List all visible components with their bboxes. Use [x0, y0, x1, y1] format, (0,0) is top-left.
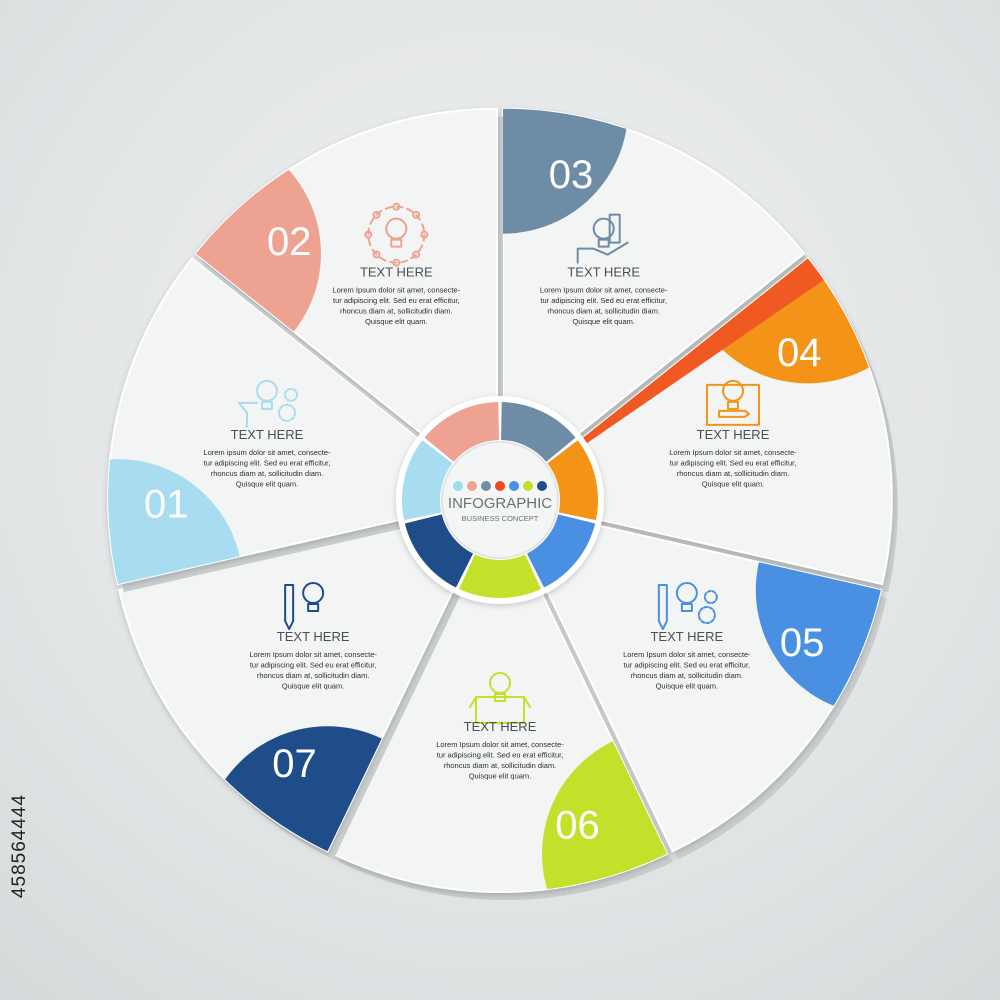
segment-body-line: Quisque elit quam. — [365, 317, 428, 326]
color-dot — [537, 481, 547, 491]
hub-segment-03 — [501, 402, 576, 462]
segment-title: TEXT HERE — [464, 719, 537, 734]
segment-title: TEXT HERE — [277, 629, 350, 644]
segment-body-line: Quisque elit quam. — [236, 479, 299, 488]
segment-body-line: rhoncus diam at, sollicitudin diam. — [677, 469, 790, 478]
number-tab — [108, 459, 243, 585]
segment-body-line: Lorem Ipsum dolor sit amet, consecte- — [249, 650, 377, 659]
hand-with-buildings-icon — [576, 213, 629, 264]
color-dot — [495, 481, 505, 491]
color-dot — [467, 481, 477, 491]
open-box-tools-icon — [469, 672, 531, 724]
segment-body-line: tur adipiscing elit. Sed eu erat efficit… — [670, 458, 797, 467]
segment-06[interactable]: 06 TEXT HERE Lorem Ipsum dolor sit amet, c… — [331, 504, 792, 979]
color-dot — [523, 481, 533, 491]
pencil-gears-icon — [657, 582, 718, 631]
segment-body-line: tur adipiscing elit. Sed eu erat efficit… — [624, 661, 751, 670]
segment-body-line: tur adipiscing elit. Sed eu erat efficit… — [437, 751, 564, 760]
segment-body-line: tur adipiscing elit. Sed eu erat efficit… — [333, 296, 460, 305]
segment-body-line: Lorem ipsum dolor sit amet, consecte- — [203, 448, 331, 457]
segment-body-line: Lorem Ipsum dolor sit amet, consecte- — [540, 286, 668, 295]
segment-title: TEXT HERE — [231, 427, 304, 442]
segment-title: TEXT HERE — [650, 629, 723, 644]
segment-body-line: Quisque elit quam. — [469, 772, 532, 781]
color-dot — [481, 481, 491, 491]
segment-body-line: Lorem Ipsum dolor sit amet, consecte- — [669, 448, 797, 457]
segment-body-line: rhoncus diam at, sollicitudin diam. — [547, 307, 660, 316]
segment-number: 01 — [144, 482, 189, 526]
hub-segment-04 — [547, 440, 598, 521]
segment-number: 06 — [555, 804, 600, 848]
segment-title: TEXT HERE — [567, 265, 640, 280]
segment-body-line: Lorem Ipsum dolor sit amet, consecte- — [436, 740, 564, 749]
segment-body-line: rhoncus diam at, sollicitudin diam. — [211, 469, 324, 478]
segment-body-line: Lorem Ipsum dolor sit amet, consecte- — [333, 286, 461, 295]
color-dot — [509, 481, 519, 491]
segment-number: 07 — [272, 742, 317, 786]
segment-body-line: tur adipiscing elit. Sed eu erat efficit… — [250, 661, 377, 670]
segment-number: 03 — [549, 153, 594, 197]
segment-title: TEXT HERE — [697, 427, 770, 442]
segment-title: TEXT HERE — [360, 265, 433, 280]
segment-body-line: rhoncus diam at, sollicitudin diam. — [340, 307, 453, 316]
number-tab — [503, 108, 629, 234]
segment-body-line: tur adipiscing elit. Sed eu erat efficit… — [540, 296, 667, 305]
stock-id: 458564444 — [9, 793, 30, 899]
hub-segment-02 — [424, 402, 499, 462]
segment-number: 04 — [777, 331, 822, 375]
hub-segment-01 — [402, 440, 453, 521]
segment-body-line: tur adipiscing elit. Sed eu erat efficit… — [204, 458, 331, 467]
segment-body-line: Quisque elit quam. — [702, 479, 765, 488]
hub-segment-07 — [404, 514, 474, 588]
segment-body-line: Quisque elit quam. — [282, 682, 345, 691]
center-title: INFOGRAPHIC — [448, 495, 552, 512]
segment-body-line: rhoncus diam at, sollicitudin diam. — [257, 671, 370, 680]
segment-body-line: Quisque elit quam. — [572, 317, 635, 326]
segment-body-line: rhoncus diam at, sollicitudin diam. — [444, 761, 557, 770]
center-subtitle: BUSINESS CONCEPT — [462, 514, 539, 523]
lightbulb-network-icon — [364, 202, 429, 267]
color-dot — [453, 481, 463, 491]
hub-segment-05 — [526, 514, 596, 588]
number-tab — [542, 728, 668, 892]
lightbulb-board-icon — [706, 379, 761, 426]
pencil-lightbulb-icon — [284, 582, 325, 631]
center-hub: INFOGRAPHIC BUSINESS CONCEPT — [396, 396, 604, 604]
segment-number: 02 — [267, 220, 312, 264]
hub-segment-06 — [459, 554, 541, 598]
segment-body-line: rhoncus diam at, sollicitudin diam. — [631, 671, 744, 680]
segment-body-line: Quisque elit quam. — [656, 682, 719, 691]
segment-03[interactable]: 03 TEXT HERE Lorem Ipsum dolor sit amet, c… — [378, 0, 811, 502]
head-lightbulb-gears-icon — [237, 379, 298, 428]
segment-body-line: Lorem Ipsum dolor sit amet, consecte- — [623, 650, 751, 659]
segment-number: 05 — [780, 621, 825, 665]
